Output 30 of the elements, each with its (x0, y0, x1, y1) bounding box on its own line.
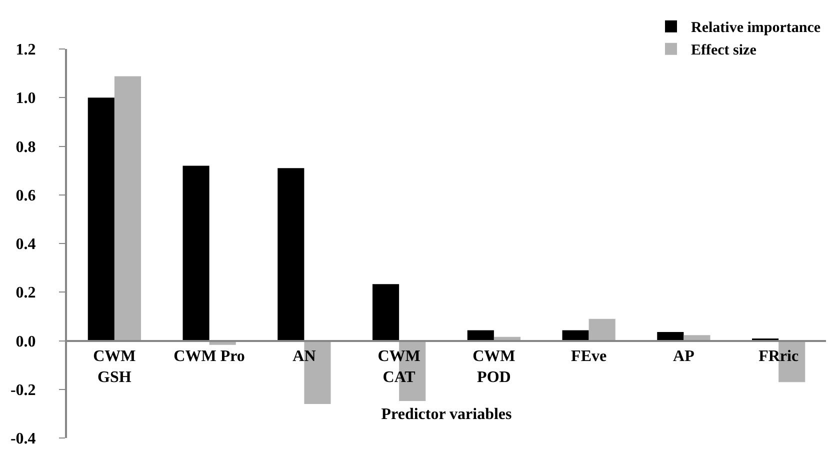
y-tick-label: -0.2 (10, 382, 36, 399)
x-tick-label: AP (673, 348, 695, 365)
x-tick-label: CWM Pro (174, 348, 245, 365)
x-tick-label: FEve (571, 348, 607, 365)
bar (114, 76, 141, 341)
x-axis-title: Predictor variables (381, 406, 512, 423)
y-tick-label: 1.0 (16, 90, 36, 108)
legend-label: Effect size (691, 42, 757, 59)
bar (88, 98, 114, 341)
bar (657, 332, 684, 341)
bar (182, 166, 210, 341)
bar (372, 284, 400, 341)
x-tick-label: CWM POD (472, 348, 516, 386)
y-tick-label: 0.6 (16, 187, 36, 204)
bar (562, 330, 589, 341)
x-tick-label: CWM GSH (93, 348, 136, 386)
bar (588, 318, 616, 341)
x-tick-label: FRric (758, 348, 799, 365)
x-tick-label: AN (292, 348, 316, 365)
x-tick-label: CWM CAT (378, 348, 420, 386)
legend-label: Relative importance (691, 20, 821, 36)
y-tick-label: 1.2 (16, 42, 36, 59)
bar (684, 335, 710, 341)
y-tick-label: 0.0 (16, 333, 36, 350)
y-tick-label: 0.4 (16, 236, 36, 254)
bar (467, 330, 494, 341)
y-tick-label: -0.4 (10, 430, 36, 448)
y-tick-label: 0.8 (16, 138, 36, 156)
bar (278, 168, 304, 341)
y-tick-label: 0.2 (16, 284, 36, 302)
